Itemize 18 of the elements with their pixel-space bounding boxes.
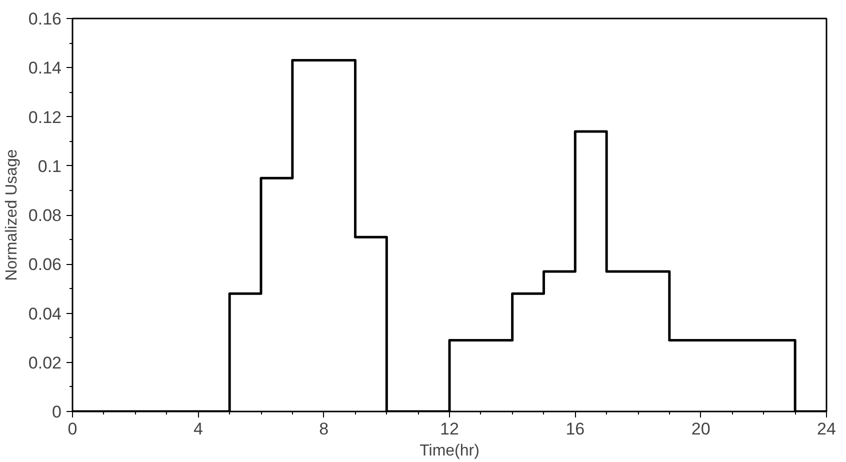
y-tick-label: 0.04: [28, 304, 62, 324]
y-tick-label: 0.1: [38, 156, 62, 176]
y-tick-label: 0.06: [28, 255, 62, 274]
x-axis-title: Time(hr): [420, 442, 480, 460]
x-tick-label: 20: [691, 420, 710, 438]
x-tick-label: 16: [566, 420, 585, 438]
y-tick-label: 0.14: [28, 58, 62, 78]
x-tick-label: 12: [440, 420, 459, 438]
y-tick-label: 0.16: [28, 10, 62, 28]
y-tick-label: 0: [52, 402, 62, 422]
y-tick-label: 0.08: [28, 206, 62, 225]
y-tick-label: 0.02: [28, 353, 62, 372]
x-tick-label: 24: [817, 420, 836, 438]
x-tick-label: 4: [193, 420, 203, 438]
x-tick-label: 0: [68, 420, 78, 438]
y-tick-label: 0.12: [28, 108, 62, 127]
x-tick-label: 8: [319, 420, 329, 438]
y-axis-title: Normalized Usage: [3, 149, 20, 281]
